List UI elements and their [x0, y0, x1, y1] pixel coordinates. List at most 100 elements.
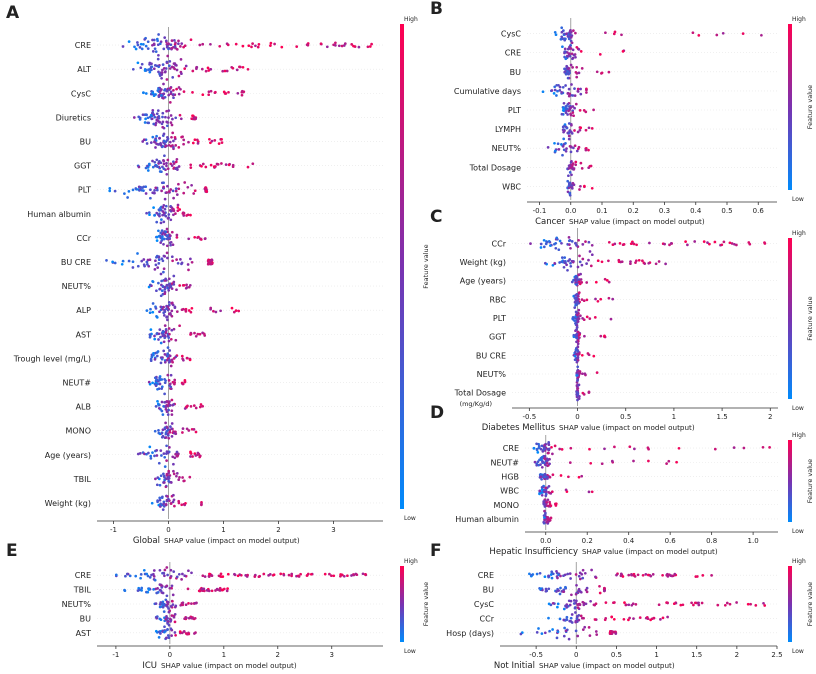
x-tick-label: 0	[166, 526, 170, 534]
shap-point	[155, 164, 158, 168]
shap-point	[182, 90, 186, 93]
shap-point	[573, 278, 577, 282]
shap-point	[604, 616, 608, 620]
shap-point	[561, 145, 565, 148]
shap-point	[556, 576, 559, 580]
shap-point	[580, 67, 584, 70]
shap-point	[593, 316, 597, 319]
shap-point	[574, 31, 577, 35]
shap-point	[544, 463, 547, 467]
shap-point	[309, 572, 313, 576]
colorbar-title: Feature value	[806, 85, 814, 129]
shap-point	[165, 60, 169, 64]
shap-point	[762, 601, 765, 605]
colorbar-high-label: High	[404, 16, 418, 23]
shap-point	[569, 264, 573, 268]
shap-point	[290, 574, 293, 578]
shap-point	[547, 587, 551, 591]
shap-point	[542, 238, 546, 242]
shap-point	[587, 490, 591, 494]
shap-point	[575, 583, 578, 587]
shap-point	[573, 106, 576, 110]
shap-point	[539, 246, 543, 249]
shap-point	[567, 637, 571, 641]
shap-point	[173, 39, 176, 42]
shap-point	[162, 305, 165, 309]
shap-point	[556, 630, 560, 634]
shap-point	[595, 633, 599, 636]
shap-point	[562, 260, 566, 263]
shap-point	[161, 495, 164, 499]
shap-point	[254, 44, 257, 48]
shap-point	[160, 239, 164, 242]
shap-point	[240, 89, 244, 93]
shap-point	[181, 211, 185, 215]
shap-point	[236, 574, 240, 578]
shap-point	[573, 53, 577, 56]
shap-point	[176, 261, 180, 265]
shap-point	[165, 109, 168, 113]
shap-point	[145, 211, 148, 215]
shap-point	[579, 92, 583, 96]
shap-point	[148, 576, 152, 579]
shap-point	[160, 257, 164, 261]
panel-title: Global	[133, 536, 160, 546]
shap-point	[573, 354, 577, 358]
shap-point	[132, 116, 136, 119]
shap-point	[570, 159, 573, 163]
feature-label: PLT	[508, 106, 521, 115]
shap-point	[171, 593, 175, 597]
shap-point	[184, 603, 188, 607]
shap-point	[246, 165, 250, 169]
shap-point	[713, 447, 717, 451]
shap-point	[158, 483, 162, 487]
shap-point	[553, 30, 557, 34]
shap-point	[532, 447, 536, 450]
feature-label: BU CRE	[476, 351, 506, 360]
shap-point	[567, 182, 571, 185]
shap-point	[568, 572, 572, 575]
shap-point	[579, 278, 583, 281]
shap-point	[139, 573, 143, 576]
shap-point	[547, 447, 551, 451]
shap-point	[547, 602, 551, 606]
shap-point	[206, 259, 210, 263]
shap-point	[574, 629, 578, 633]
shap-point	[544, 486, 548, 490]
shap-point	[147, 121, 151, 125]
shap-point	[558, 89, 562, 92]
shap-point	[113, 189, 117, 193]
shap-point	[632, 574, 635, 577]
shap-point	[170, 135, 173, 139]
shap-point	[157, 429, 160, 432]
shap-point	[181, 135, 184, 139]
shap-point	[174, 452, 177, 456]
shap-point	[163, 292, 167, 296]
shap-point	[574, 163, 578, 167]
shap-point	[134, 47, 138, 51]
shap-point	[166, 373, 170, 377]
shap-point	[152, 122, 156, 126]
shap-point	[163, 360, 167, 364]
shap-point	[134, 574, 138, 578]
feature-label: Weight (kg)	[45, 499, 91, 508]
shap-point	[173, 504, 176, 508]
shap-point	[542, 514, 546, 517]
feature-label: Age (years)	[45, 451, 91, 460]
shap-point	[194, 430, 198, 434]
shap-point	[175, 233, 179, 237]
shap-point	[200, 502, 203, 506]
shap-point	[146, 116, 150, 120]
shap-point	[629, 262, 632, 266]
shap-point	[151, 381, 154, 385]
feature-label: NEUT%	[492, 144, 522, 153]
shap-point	[155, 354, 159, 358]
shap-point	[575, 323, 579, 327]
shap-point	[164, 214, 168, 218]
shap-point	[157, 87, 161, 91]
shap-point	[162, 267, 166, 271]
feature-label: PLT	[493, 314, 506, 323]
shap-point	[157, 70, 160, 74]
shap-point	[159, 141, 162, 145]
shap-point	[187, 140, 190, 144]
